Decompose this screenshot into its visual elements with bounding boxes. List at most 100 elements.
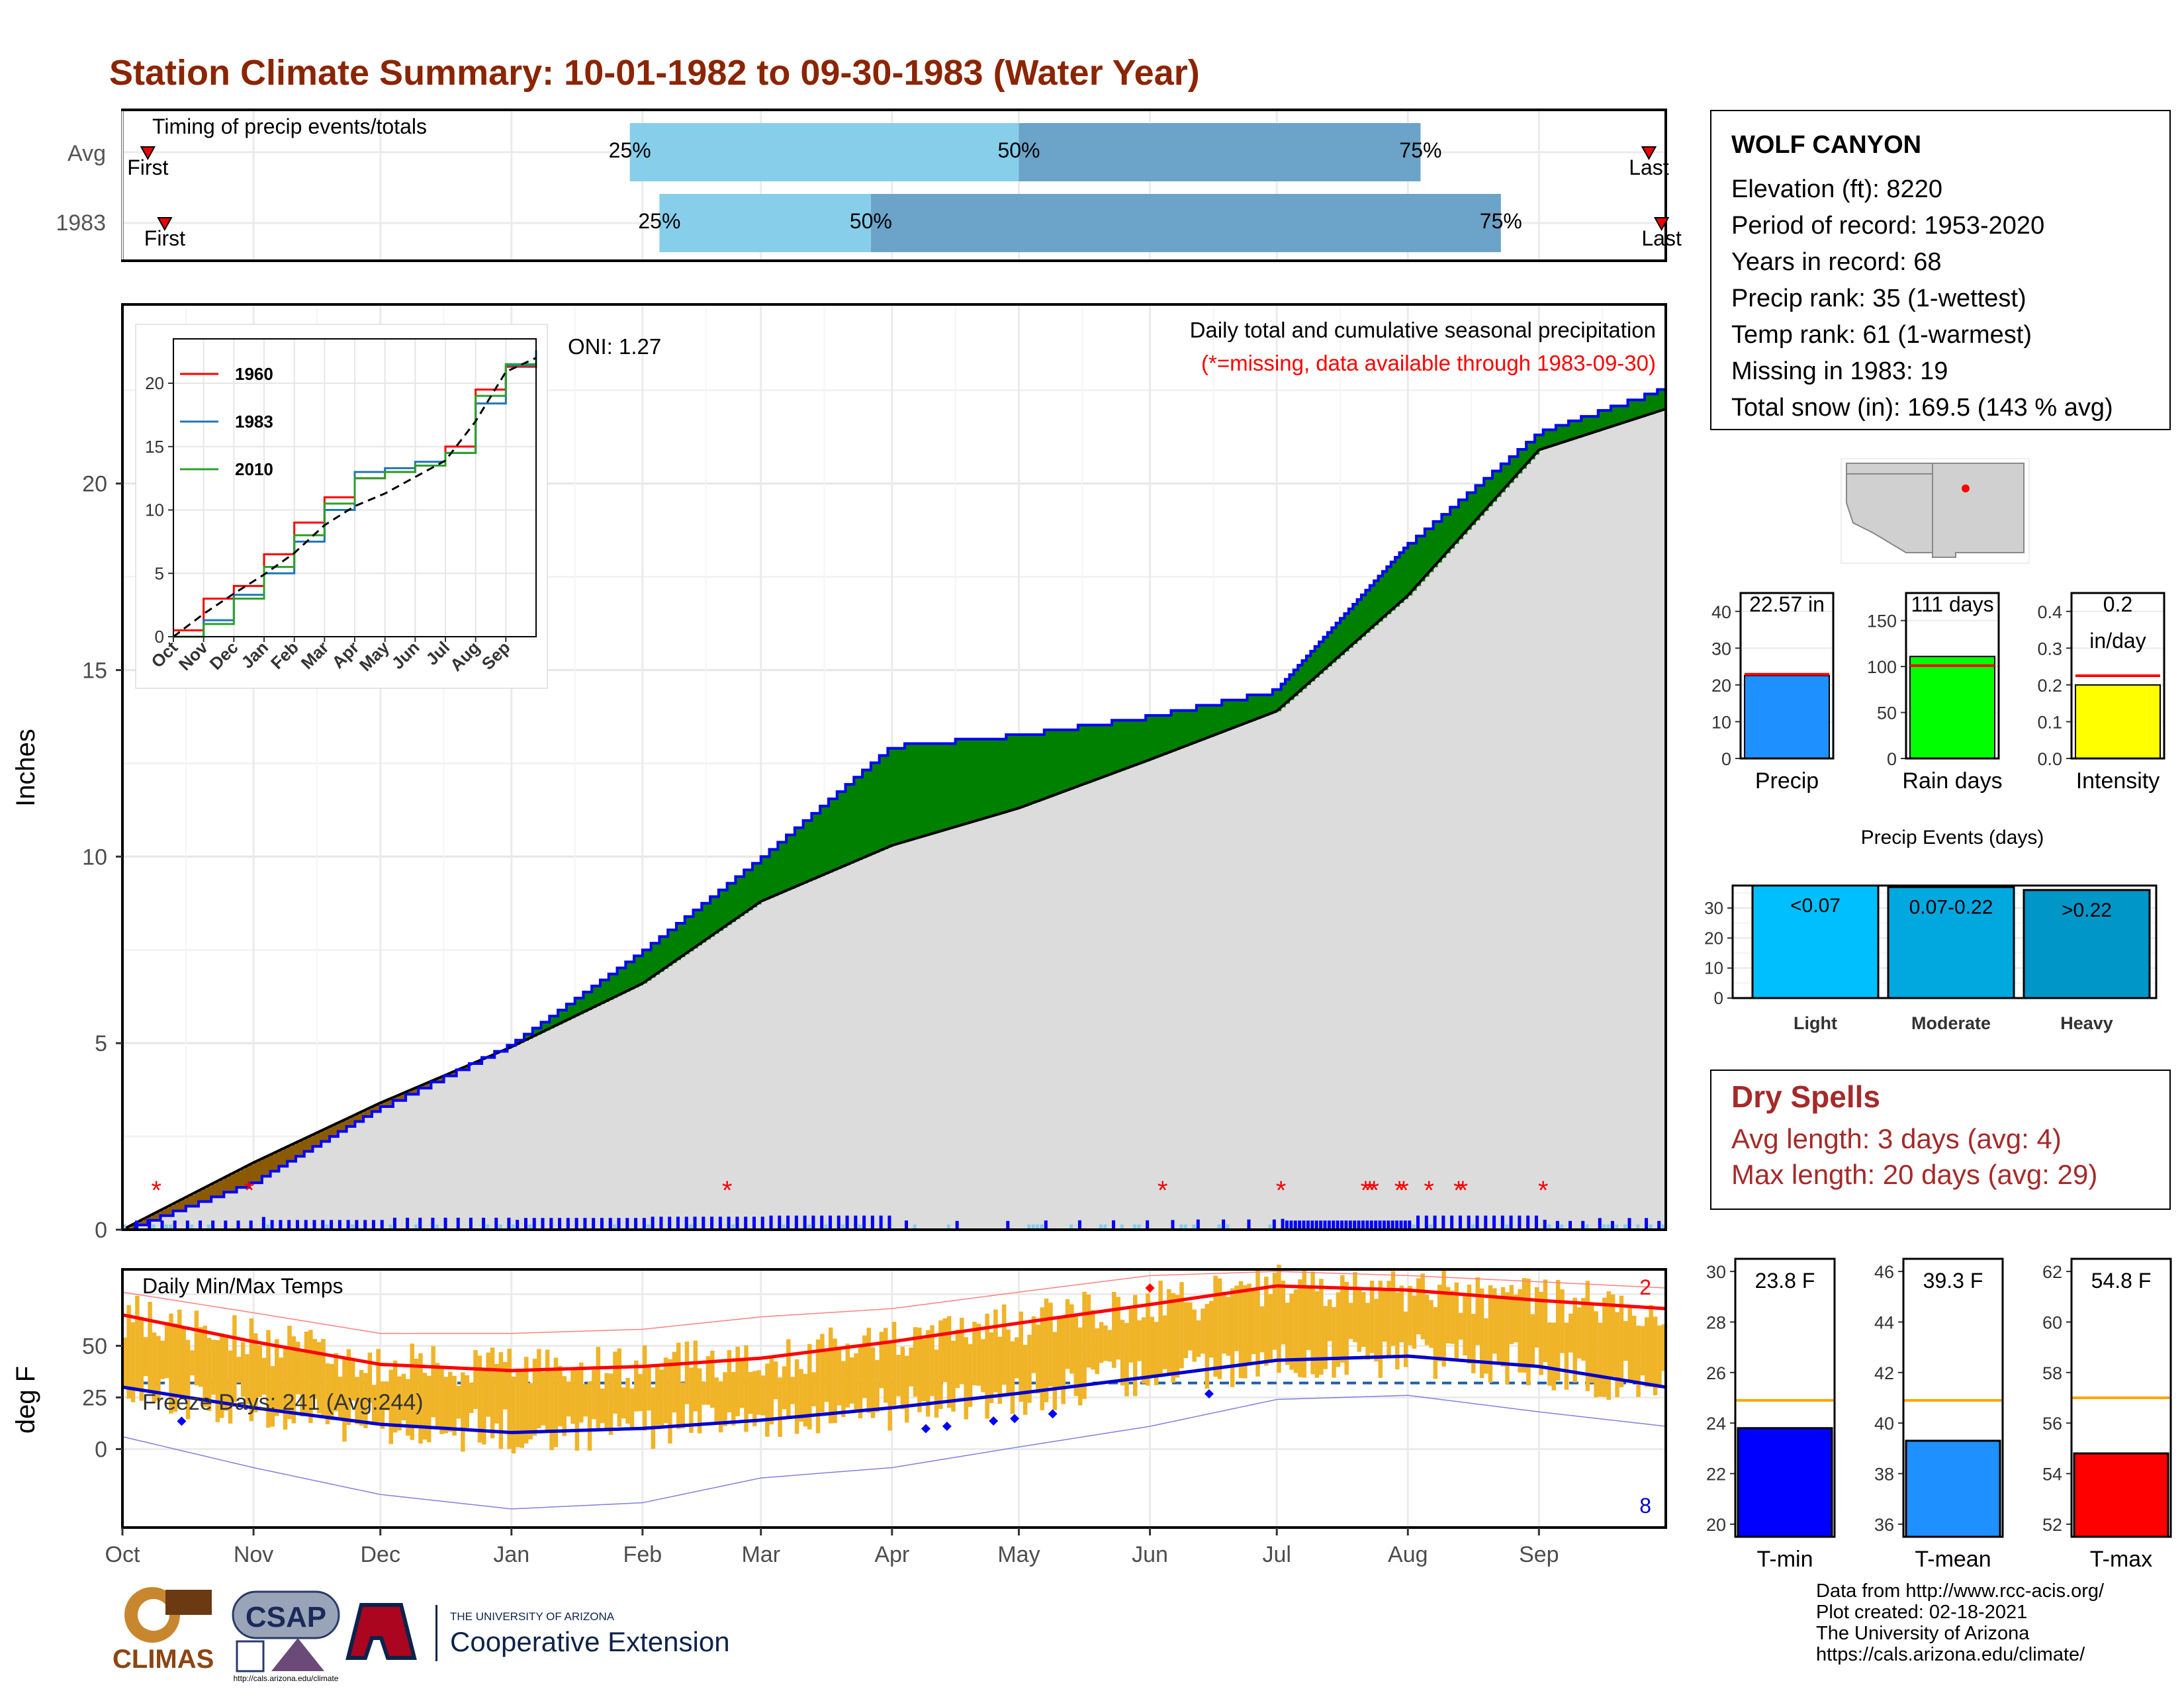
daily-precip-bar	[871, 1216, 874, 1230]
above-avg-fill	[837, 792, 842, 869]
events-tick-label: 0	[1714, 988, 1723, 1008]
temp-daily-bar	[1404, 1312, 1408, 1367]
temp-daily-bar	[752, 1371, 757, 1426]
month-tick-label: Sep	[1519, 1542, 1559, 1567]
daily-precip-bar	[406, 1218, 409, 1230]
daily-precip-bar	[1475, 1216, 1479, 1230]
above-avg-fill	[942, 743, 947, 830]
summary-tick-label: 150	[1867, 612, 1897, 631]
timing-bar-q1	[630, 123, 1019, 181]
above-avg-fill	[1032, 735, 1036, 803]
above-avg-fill	[1429, 529, 1433, 572]
temp-daily-bar	[1103, 1326, 1108, 1361]
daily-precip-bar	[710, 1216, 713, 1230]
below-avg-fill	[177, 1201, 182, 1211]
temp-daily-bar	[1446, 1287, 1451, 1344]
daily-precip-bar	[1310, 1220, 1314, 1230]
missing-marker: *	[1158, 1176, 1168, 1205]
events-title: Precip Events (days)	[1861, 827, 2044, 848]
daily-precip-bar	[1383, 1220, 1386, 1230]
temp-daily-bar	[1437, 1285, 1442, 1361]
above-avg-fill	[892, 749, 897, 846]
above-avg-fill	[1087, 725, 1091, 784]
above-avg-fill	[1074, 730, 1079, 788]
precip-annotation-missing: (*=missing, data available through 1983-…	[1201, 351, 1656, 375]
above-avg-fill	[858, 777, 863, 860]
daily-precip-bar	[1247, 1220, 1250, 1230]
above-avg-fill	[1124, 720, 1129, 769]
temp-daily-bar	[596, 1347, 601, 1428]
timing-row-avg-label: Avg	[68, 141, 106, 166]
above-avg-fill	[1420, 536, 1425, 582]
summary-tick-label: 100	[1867, 657, 1897, 677]
temp-daily-bar	[1260, 1306, 1265, 1353]
below-avg-fill	[287, 1146, 292, 1161]
above-avg-fill	[816, 813, 821, 878]
temp-daily-bar	[993, 1310, 998, 1393]
temp-daily-bar	[1514, 1295, 1518, 1342]
temp-daily-bar	[126, 1305, 131, 1398]
temp-daily-bar	[283, 1346, 288, 1430]
temp-daily-bar	[1602, 1298, 1607, 1397]
temp-daily-bar	[1273, 1273, 1277, 1349]
daily-precip-bar	[1285, 1220, 1289, 1230]
inset-y-tick-label: 15	[145, 437, 164, 457]
temp-daily-bar	[934, 1349, 939, 1418]
temp-daily-bar	[1197, 1320, 1201, 1357]
temp-daily-bar	[1450, 1291, 1455, 1344]
above-avg-fill	[1243, 700, 1248, 724]
daily-precip-bar	[135, 1220, 138, 1230]
record-low-count: 8	[1639, 1494, 1651, 1518]
temp-daily-bar	[461, 1372, 465, 1451]
dry-spells-max: Max length: 20 days (avg: 29)	[1731, 1157, 2150, 1193]
daily-precip-bar	[744, 1216, 747, 1230]
month-tick-label: Apr	[874, 1542, 909, 1567]
temp-summary-bar	[1906, 1441, 2000, 1537]
daily-precip-bar	[1078, 1220, 1081, 1230]
temp-daily-bar	[1441, 1270, 1446, 1367]
daily-precip-bar	[1340, 1220, 1343, 1230]
above-avg-fill	[1230, 700, 1235, 729]
summary-tick-label: 0.0	[2037, 749, 2062, 769]
above-avg-fill	[1146, 715, 1150, 761]
temp-daily-bar	[439, 1367, 444, 1434]
summary-tick-label: 40	[1711, 602, 1731, 622]
temp-daily-bar	[1268, 1294, 1273, 1362]
station-info-box: WOLF CANYON Elevation (ft): 8220 Period …	[1710, 110, 2171, 430]
temp-daily-bar	[1543, 1279, 1548, 1362]
month-tick-label: Oct	[105, 1542, 140, 1567]
daily-precip-bar	[1526, 1216, 1529, 1230]
timing-last-marker-label: Last	[1629, 156, 1669, 179]
temp-daily-bar	[1420, 1273, 1425, 1339]
temp-daily-bar	[499, 1352, 504, 1449]
missing-marker: *	[1398, 1176, 1409, 1205]
temp-daily-bar	[494, 1364, 499, 1424]
above-avg-fill	[833, 799, 837, 871]
daily-precip-bar	[313, 1220, 316, 1230]
daily-precip-bar	[575, 1218, 578, 1230]
daily-precip-bar	[1391, 1220, 1394, 1230]
temp-daily-bar	[1133, 1295, 1138, 1396]
daily-precip-bar	[625, 1218, 629, 1230]
above-avg-fill	[1011, 735, 1015, 811]
daily-precip-bar	[1404, 1220, 1407, 1230]
daily-precip-bar	[820, 1216, 823, 1230]
temp-daily-bar	[1433, 1307, 1438, 1379]
temp-daily-bar	[1577, 1307, 1582, 1358]
temp-y-axis-title: deg F	[11, 1366, 40, 1434]
temp-daily-bar	[1188, 1303, 1193, 1351]
temp-daily-bar	[1370, 1281, 1375, 1353]
temp-daily-bar	[144, 1337, 148, 1376]
temp-daily-bar	[1230, 1289, 1235, 1387]
below-avg-fill	[211, 1184, 216, 1197]
timing-first-marker-label: First	[144, 226, 185, 250]
daily-precip-bar	[609, 1218, 612, 1230]
above-avg-fill	[887, 749, 892, 847]
locator-map	[1841, 459, 2029, 563]
precip-y-tick-label: 0	[95, 1218, 107, 1243]
